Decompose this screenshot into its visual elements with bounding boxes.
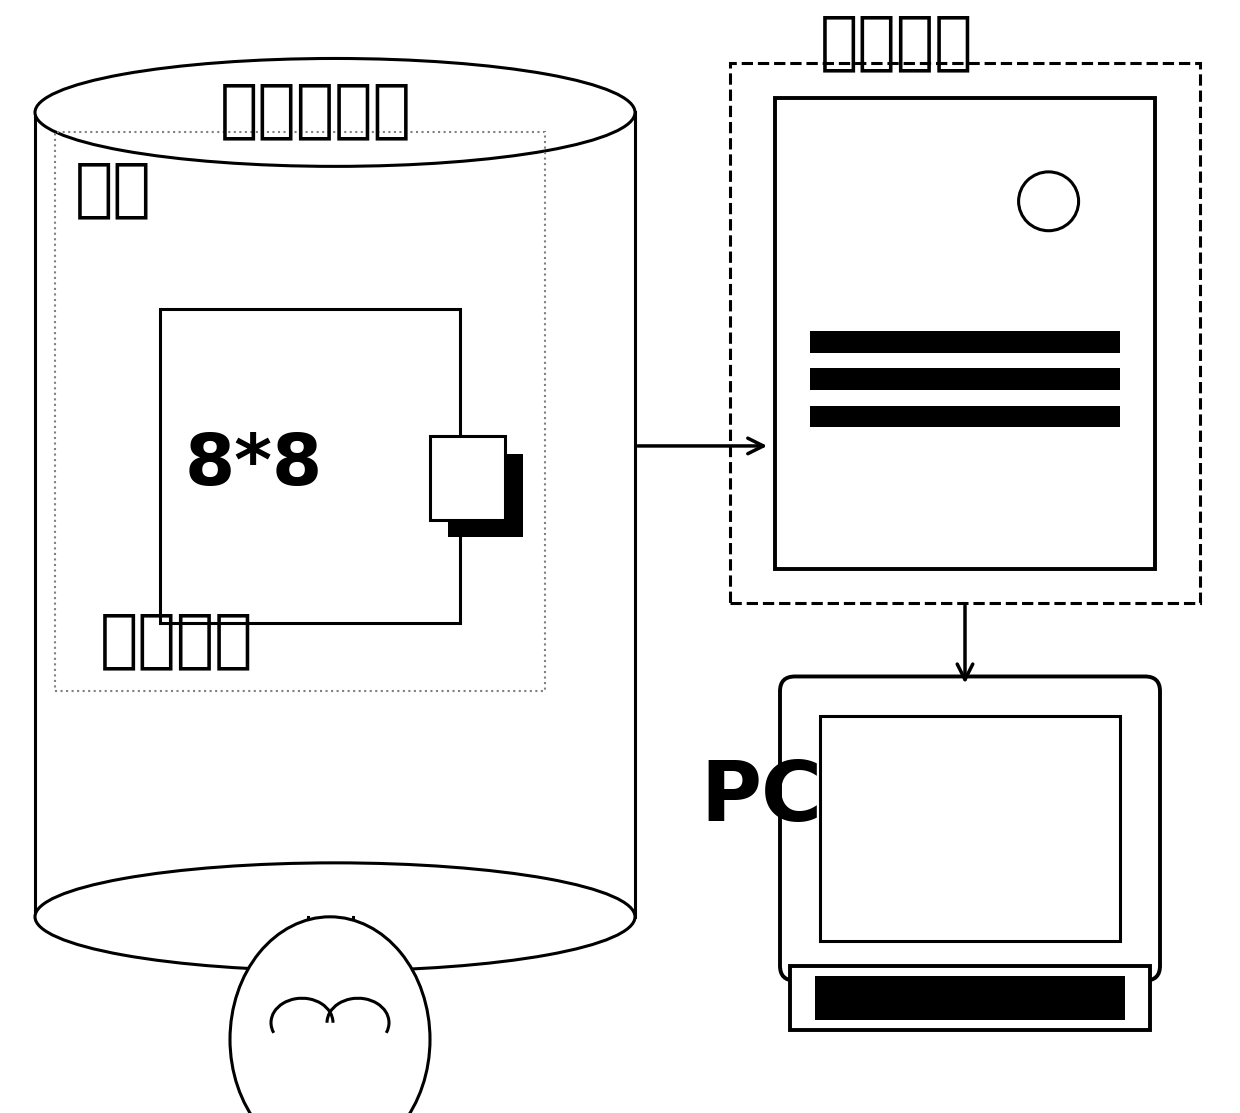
Bar xyxy=(810,332,1120,353)
Circle shape xyxy=(1018,171,1079,230)
Bar xyxy=(730,63,1200,603)
Text: 采集模块: 采集模块 xyxy=(100,610,253,671)
Ellipse shape xyxy=(229,917,430,1113)
Text: 磁屏蔽系统: 磁屏蔽系统 xyxy=(219,80,412,141)
Text: 8*8: 8*8 xyxy=(185,431,324,500)
Ellipse shape xyxy=(35,59,635,166)
Bar xyxy=(448,454,523,538)
Bar xyxy=(35,112,635,917)
Text: 控制模块: 控制模块 xyxy=(820,11,973,73)
FancyBboxPatch shape xyxy=(780,677,1159,981)
Bar xyxy=(775,98,1154,569)
Bar xyxy=(160,308,460,622)
Bar xyxy=(815,976,1125,1020)
Text: 人体: 人体 xyxy=(74,158,151,220)
Ellipse shape xyxy=(35,863,635,971)
Bar xyxy=(810,406,1120,427)
Text: PC: PC xyxy=(701,757,822,838)
Bar xyxy=(820,716,1120,942)
Bar xyxy=(790,966,1149,1030)
Bar xyxy=(810,368,1120,390)
Bar xyxy=(55,132,546,691)
Bar xyxy=(430,436,505,520)
